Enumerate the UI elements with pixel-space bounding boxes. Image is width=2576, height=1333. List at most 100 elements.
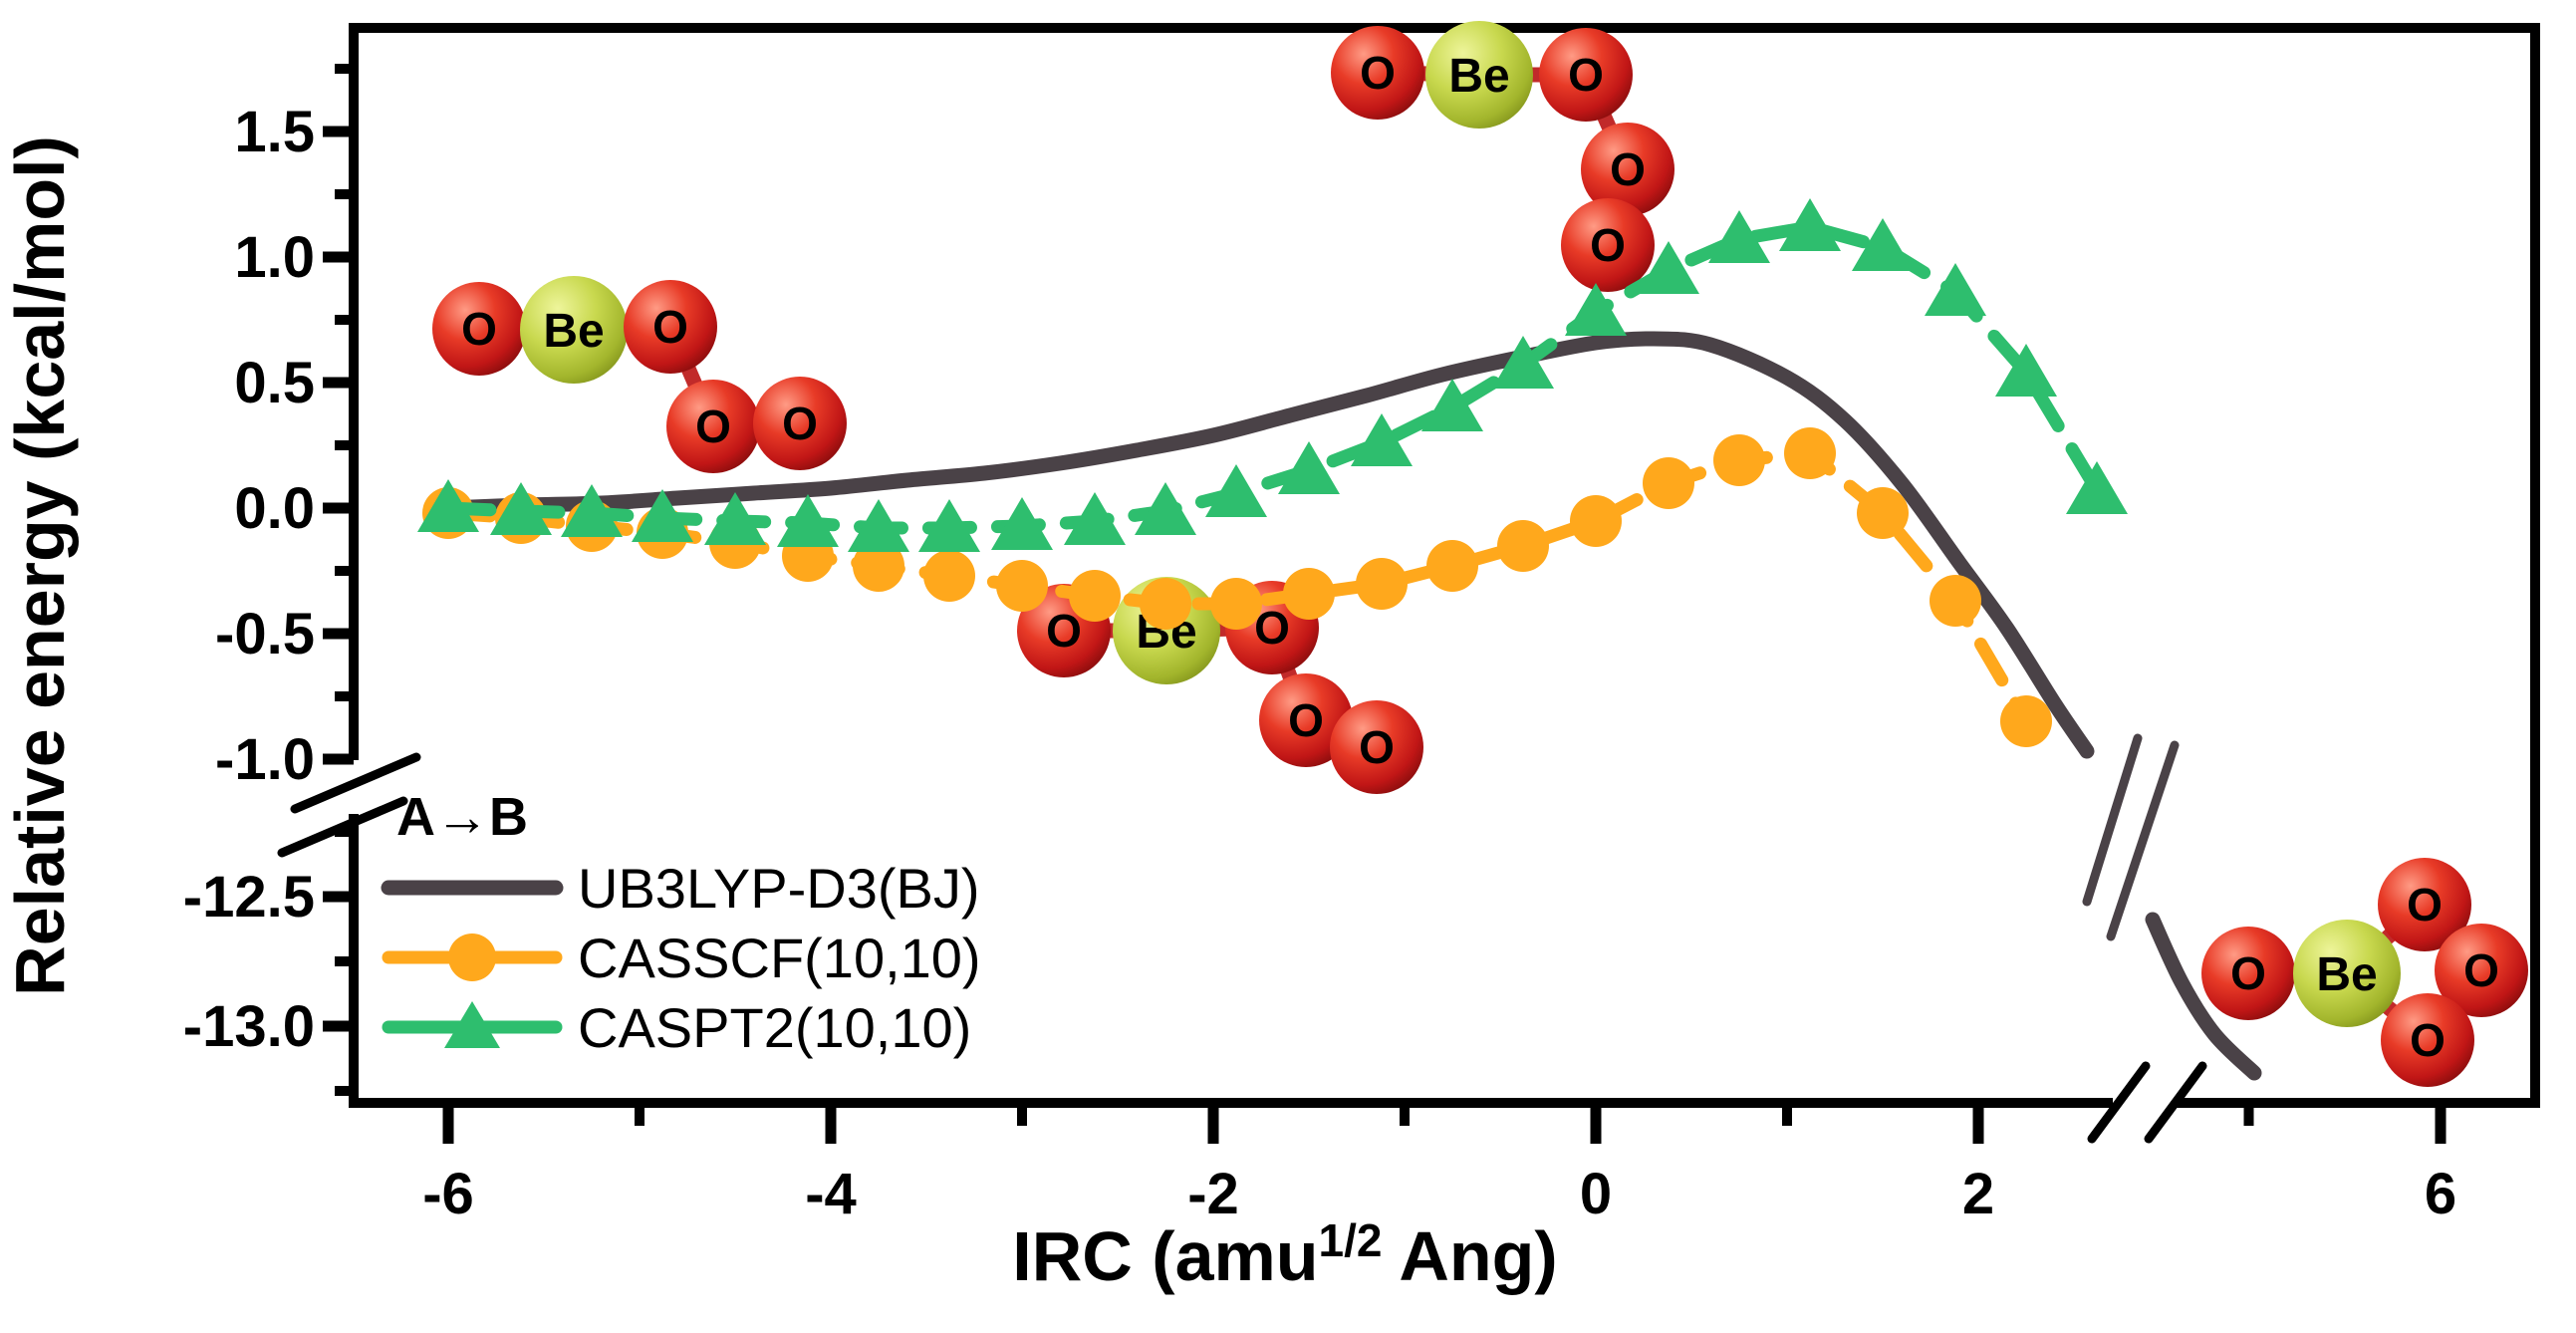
triangle-marker <box>490 482 552 535</box>
legend-triangle-marker <box>444 1001 500 1048</box>
atom-O-label: O <box>695 400 731 452</box>
series-caspt2-10-10 <box>417 198 2128 552</box>
atom-O-sphere <box>624 280 717 374</box>
atom-Be-sphere <box>1425 21 1533 129</box>
y-tick-label: 1.0 <box>234 225 315 290</box>
y-tick-label: 1.5 <box>234 100 315 164</box>
triangle-marker <box>1492 336 1554 389</box>
circle-marker <box>1570 495 1622 547</box>
series-line <box>2145 912 2262 1081</box>
break-slash <box>2087 1061 2151 1144</box>
atom-O-sphere <box>2381 993 2474 1087</box>
triangle-marker <box>1421 379 1483 431</box>
atom-O-label: O <box>2410 1014 2446 1066</box>
y-axis-title: Relative energy (kcal/mol) <box>1 135 79 996</box>
plot-border <box>349 23 2540 1108</box>
atom-O-sphere <box>2378 858 2471 951</box>
circle-marker <box>1643 457 1694 509</box>
atom-O-label: O <box>2407 879 2443 931</box>
atom-O-sphere <box>2435 924 2528 1017</box>
x-tick-label: 2 <box>1962 1162 1994 1226</box>
molecule-intermediate: O Be OOO <box>1017 577 1423 794</box>
atom-O-sphere <box>1330 700 1423 794</box>
x-axis-title: IRC (amu1/2 Ang) <box>1012 1214 1557 1295</box>
atom-O-label: O <box>461 303 497 355</box>
atom-O-sphere <box>753 377 847 470</box>
legend-label-casscf: CASSCF(10,10) <box>578 927 981 989</box>
series-ub3lyp-d3-bj-product-branch-after-axis-break <box>2145 912 2262 1081</box>
break-slash <box>290 752 421 814</box>
molecule-transition-state: O Be OOO <box>1331 21 1674 292</box>
y-tick-label: -1.0 <box>215 727 315 792</box>
x-tick-label: -6 <box>422 1162 474 1226</box>
break-slash <box>2082 733 2143 907</box>
atom-Be-label: Be <box>543 305 604 358</box>
triangle-marker <box>1852 218 1914 271</box>
atom-O-label: O <box>2463 944 2499 996</box>
circle-marker <box>1426 540 1478 592</box>
triangle-marker <box>1925 263 1986 316</box>
atom-O-label: O <box>1568 49 1604 101</box>
atom-O-sphere <box>1561 198 1655 292</box>
y-tick-label: -13.0 <box>183 994 315 1059</box>
x-axis-title-post: Ang) <box>1382 1217 1557 1295</box>
circle-marker <box>1497 520 1549 572</box>
y-tick-label: 0.5 <box>234 351 315 415</box>
x-tick-label: -4 <box>805 1162 857 1226</box>
atom-O-sphere <box>1539 28 1633 122</box>
atom-O-label: O <box>1288 694 1324 746</box>
circle-marker <box>2000 695 2052 747</box>
triangle-marker <box>632 489 693 542</box>
circle-marker <box>1283 568 1335 620</box>
legend: A→B UB3LYP-D3(BJ) CASSCF(10,10) CASPT2(1… <box>381 787 981 1059</box>
atom-O-sphere <box>2201 927 2295 1020</box>
triangle-marker <box>1278 441 1340 494</box>
series-line <box>440 331 2095 759</box>
triangle-marker <box>918 499 980 552</box>
x-axis-title-sup: 1/2 <box>1319 1214 1383 1266</box>
atom-O-sphere <box>432 282 526 376</box>
atom-O-label: O <box>652 301 688 353</box>
axis-break-marks <box>277 733 2207 1144</box>
triangle-marker <box>1351 413 1413 466</box>
triangle-marker <box>561 484 623 537</box>
atom-Be-sphere <box>2293 920 2401 1027</box>
atom-O-sphere <box>1331 26 1424 120</box>
circle-marker <box>1069 570 1121 622</box>
y-tick-label: 0.0 <box>234 476 315 541</box>
atom-O-label: O <box>2230 947 2266 999</box>
atom-O-label: O <box>1360 47 1396 99</box>
break-slash <box>2144 1061 2207 1144</box>
triangle-marker <box>1708 210 1770 263</box>
triangle-marker <box>704 492 766 545</box>
atom-O-label: O <box>1590 219 1626 271</box>
triangle-marker <box>848 499 909 552</box>
atom-Be-label: Be <box>2316 948 2377 1001</box>
triangle-marker <box>417 479 479 532</box>
series-ub3lyp-d3-bj <box>440 331 2095 759</box>
x-tick-label: -2 <box>1187 1162 1239 1226</box>
break-slash <box>277 796 408 858</box>
circle-marker <box>923 550 975 602</box>
circle-marker <box>1356 558 1408 610</box>
circle-marker <box>996 560 1048 612</box>
legend-circle-marker <box>448 933 496 981</box>
axes: -6 -4 -2 0 2 6 1.5 1.0 0.5 0.0 -0.5 -1.0 -12.5 -13.0 <box>183 23 2540 1226</box>
atom-O-sphere <box>1259 673 1353 767</box>
x-axis-title-pre: IRC (amu <box>1012 1217 1318 1295</box>
data-curves <box>417 198 2262 1081</box>
atom-O-label: O <box>782 398 818 449</box>
legend-label-ub3lyp: UB3LYP-D3(BJ) <box>578 857 980 920</box>
atom-O-sphere <box>1581 123 1674 216</box>
atom-O-label: O <box>1610 143 1646 195</box>
circle-marker <box>1210 578 1262 630</box>
legend-title: A→B <box>396 787 528 847</box>
circle-marker <box>1140 578 1191 630</box>
break-slash <box>2106 740 2180 941</box>
molecule-reactant-a: O Be OO O <box>432 276 847 473</box>
circle-marker <box>1784 427 1836 479</box>
circle-marker <box>1930 575 1981 627</box>
y-tick-label: -0.5 <box>215 602 315 666</box>
